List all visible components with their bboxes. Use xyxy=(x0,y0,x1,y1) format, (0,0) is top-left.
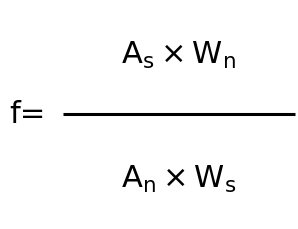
Text: $\mathregular{A_n \times W_s}$: $\mathregular{A_n \times W_s}$ xyxy=(121,163,237,194)
Text: $\mathregular{A_s \times W_n}$: $\mathregular{A_s \times W_n}$ xyxy=(121,39,236,71)
Text: f=: f= xyxy=(9,100,45,129)
